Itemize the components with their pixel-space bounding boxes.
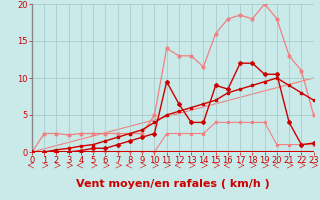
X-axis label: Vent moyen/en rafales ( km/h ): Vent moyen/en rafales ( km/h ) (76, 179, 270, 189)
